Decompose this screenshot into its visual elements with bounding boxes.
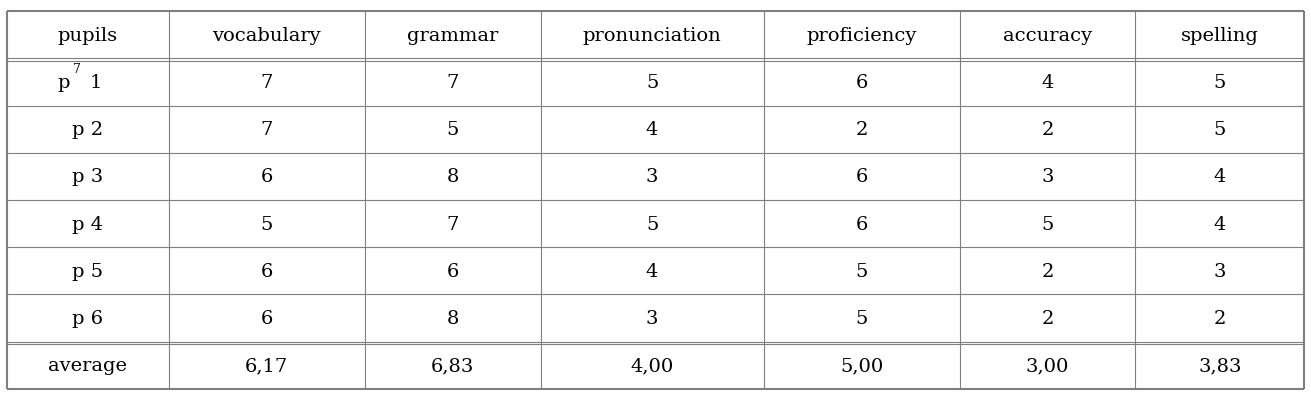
Text: 3,83: 3,83 [1198, 356, 1242, 375]
Text: p 3: p 3 [72, 168, 104, 186]
Text: p 6: p 6 [72, 309, 104, 327]
Text: 2: 2 [1041, 121, 1054, 139]
Text: 5: 5 [856, 309, 868, 327]
Text: 7: 7 [73, 63, 81, 76]
Text: p 4: p 4 [72, 215, 104, 233]
Text: 4,00: 4,00 [631, 356, 674, 375]
Text: pronunciation: pronunciation [583, 26, 721, 45]
Text: accuracy: accuracy [1003, 26, 1092, 45]
Text: 3: 3 [1041, 168, 1054, 186]
Text: 5: 5 [856, 262, 868, 280]
Text: p 5: p 5 [72, 262, 104, 280]
Text: 4: 4 [1214, 168, 1226, 186]
Text: 7: 7 [261, 121, 273, 139]
Text: 6,83: 6,83 [431, 356, 475, 375]
Text: 2: 2 [1041, 262, 1054, 280]
Text: 5: 5 [646, 74, 658, 92]
Text: average: average [49, 356, 127, 375]
Text: 6: 6 [856, 74, 868, 92]
Text: pupils: pupils [58, 26, 118, 45]
Text: 2: 2 [1041, 309, 1054, 327]
Text: spelling: spelling [1181, 26, 1259, 45]
Text: 6: 6 [261, 309, 273, 327]
Text: 4: 4 [646, 262, 658, 280]
Text: 8: 8 [447, 168, 459, 186]
Text: 5,00: 5,00 [840, 356, 884, 375]
Text: 3: 3 [646, 309, 658, 327]
Text: 5: 5 [261, 215, 273, 233]
Text: vocabulary: vocabulary [212, 26, 321, 45]
Text: 4: 4 [646, 121, 658, 139]
Text: 3: 3 [646, 168, 658, 186]
Text: 7: 7 [447, 215, 459, 233]
Text: 6,17: 6,17 [245, 356, 288, 375]
Text: 2: 2 [1214, 309, 1226, 327]
Text: 6: 6 [856, 168, 868, 186]
Text: 6: 6 [261, 168, 273, 186]
Text: 6: 6 [261, 262, 273, 280]
Text: proficiency: proficiency [806, 26, 916, 45]
Text: 3,00: 3,00 [1027, 356, 1070, 375]
Text: 8: 8 [447, 309, 459, 327]
Text: 1: 1 [89, 74, 102, 92]
Text: p: p [58, 74, 71, 92]
Text: 5: 5 [646, 215, 658, 233]
Text: 4: 4 [1041, 74, 1054, 92]
Text: 2: 2 [856, 121, 868, 139]
Text: 4: 4 [1214, 215, 1226, 233]
Text: 7: 7 [261, 74, 273, 92]
Text: 5: 5 [447, 121, 459, 139]
Text: 3: 3 [1214, 262, 1226, 280]
Text: p 2: p 2 [72, 121, 104, 139]
Text: 5: 5 [1041, 215, 1054, 233]
Text: 6: 6 [856, 215, 868, 233]
Text: 5: 5 [1214, 74, 1226, 92]
Text: 5: 5 [1214, 121, 1226, 139]
Text: 7: 7 [447, 74, 459, 92]
Text: grammar: grammar [408, 26, 498, 45]
Text: 6: 6 [447, 262, 459, 280]
